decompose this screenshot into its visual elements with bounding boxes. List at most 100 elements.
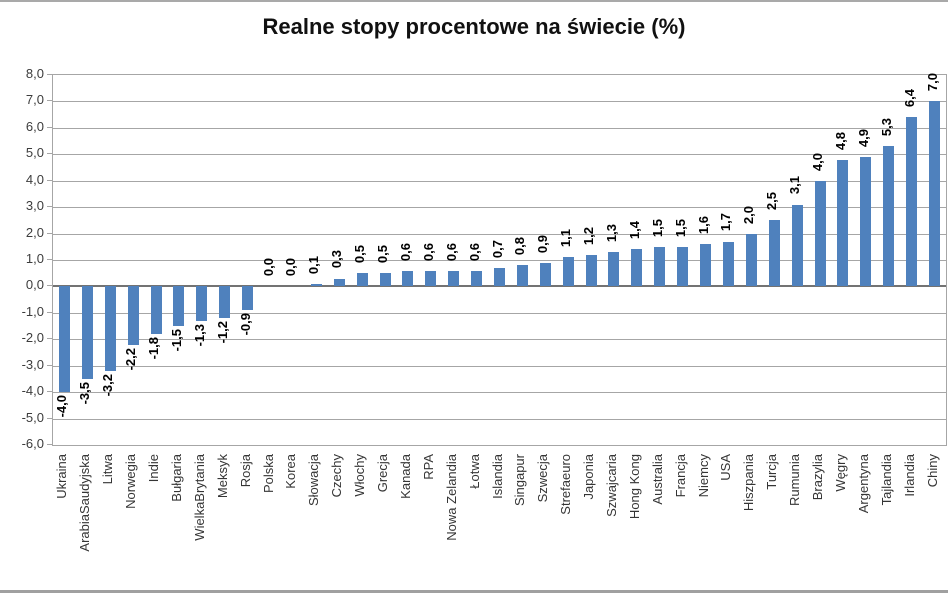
category-label: Szwajcaria (603, 454, 619, 517)
gridline (53, 207, 946, 209)
y-axis-tick-label: 7,0 (25, 92, 44, 108)
bar (860, 156, 872, 287)
bar (539, 262, 551, 287)
bar (81, 286, 93, 379)
bar (745, 233, 757, 287)
category-label: Włochy (352, 454, 368, 497)
bar (58, 286, 70, 393)
zero-axis-line (53, 285, 946, 288)
bar-value-label: -1,5 (168, 329, 184, 352)
category-label: Argentyna (855, 454, 871, 514)
bar (929, 101, 941, 287)
bar-value-label: -3,2 (100, 374, 116, 397)
bar-value-label: 0,8 (512, 237, 528, 256)
bar (402, 270, 414, 287)
bar (700, 244, 712, 287)
bar-value-label: 0,6 (466, 242, 482, 261)
y-axis-tickmark (47, 179, 52, 181)
bar (791, 204, 803, 287)
gridline (53, 154, 946, 156)
bar (242, 286, 254, 311)
y-axis-tickmark (47, 285, 52, 287)
category-label: Grecja (375, 454, 390, 493)
category-label: Szwecja (535, 454, 551, 503)
bar-value-label: 0,0 (283, 258, 299, 277)
y-axis-tickmark (47, 126, 52, 128)
category-label: Singapur (512, 454, 528, 507)
category-label: Meksyk (214, 454, 230, 499)
category-label: Islandia (489, 454, 505, 499)
category-label: Hiszpania (741, 454, 757, 512)
bar-value-label: -2,2 (123, 347, 139, 370)
bar-value-label: 0,3 (329, 250, 345, 269)
bar (448, 270, 460, 287)
bar-value-label: 4,9 (855, 128, 871, 147)
y-axis-tick-label: 1,0 (25, 251, 44, 266)
bar-value-label: -1,2 (214, 321, 230, 344)
bar-value-label: 1,4 (626, 221, 642, 240)
bar (471, 270, 483, 287)
y-axis-tick-label: -6,0 (21, 436, 44, 451)
bar-value-label: 0,6 (443, 242, 459, 261)
bar-value-label: 1,2 (581, 226, 597, 245)
bar-value-label: 6,4 (901, 89, 917, 108)
bar (768, 220, 780, 287)
bar (516, 265, 528, 287)
bar (722, 241, 734, 287)
bar-value-label: 4,0 (810, 152, 826, 171)
y-axis-tickmark (47, 364, 52, 366)
y-axis-tickmark (47, 74, 52, 75)
bar-value-label: 1,5 (672, 218, 688, 237)
y-axis-tickmark (47, 206, 52, 208)
bar (906, 117, 918, 287)
category-label: Brazylia (810, 454, 826, 501)
y-axis-tick-label: -4,0 (21, 383, 44, 399)
bar-value-label: -1,3 (191, 323, 207, 347)
category-label: Polska (260, 454, 276, 494)
bar (585, 254, 597, 287)
y-axis-tick-label: -1,0 (21, 303, 44, 319)
bar-value-label: -0,9 (237, 313, 253, 336)
category-label: Chiny (924, 454, 940, 488)
bar-value-label: 0,7 (489, 239, 505, 258)
y-axis-tickmark (47, 232, 52, 234)
y-axis-tickmark (47, 444, 52, 445)
bar-value-label: 3,1 (787, 176, 803, 195)
y-axis-tick-label: 4,0 (25, 171, 44, 187)
gridline (53, 101, 946, 103)
y-axis-tick-label: 8,0 (25, 66, 44, 81)
gridline (53, 365, 946, 367)
gridline (53, 339, 946, 341)
bar-value-label: -4,0 (54, 395, 70, 418)
category-label: Hong Kong (626, 454, 642, 520)
bar-value-label: 5,3 (878, 118, 894, 137)
gridline (53, 260, 946, 261)
bar-value-label: 1,3 (603, 224, 619, 243)
category-label: Norwegia (123, 454, 139, 509)
y-axis-tick-label: 6,0 (25, 118, 44, 134)
y-axis-tickmark (47, 311, 52, 313)
bar-value-label: 1,5 (649, 218, 665, 237)
bar-value-label: 0,9 (535, 234, 551, 253)
bar (127, 286, 139, 345)
category-label: Rosja (237, 454, 253, 488)
gridline (53, 233, 946, 235)
bar (173, 286, 185, 327)
bar (883, 146, 895, 287)
category-label: Czechy (329, 454, 345, 498)
category-label: Słowacja (306, 454, 322, 507)
y-axis-tick-label: 3,0 (25, 198, 44, 214)
bar (814, 180, 826, 287)
y-axis-tick-label: 2,0 (25, 224, 44, 240)
category-label: Rumunia (787, 454, 803, 507)
y-axis-tick-label: -3,0 (21, 356, 44, 372)
bar-value-label: 1,6 (695, 216, 711, 235)
plot-area (52, 74, 947, 446)
category-label: Litwa (100, 454, 116, 485)
category-label: ArabiaSaudyjska (77, 454, 93, 552)
category-label: Bułgaria (168, 454, 184, 502)
bar (219, 286, 231, 319)
category-label: Strefaeuro (558, 454, 574, 515)
category-label: Łotwa (466, 454, 482, 489)
